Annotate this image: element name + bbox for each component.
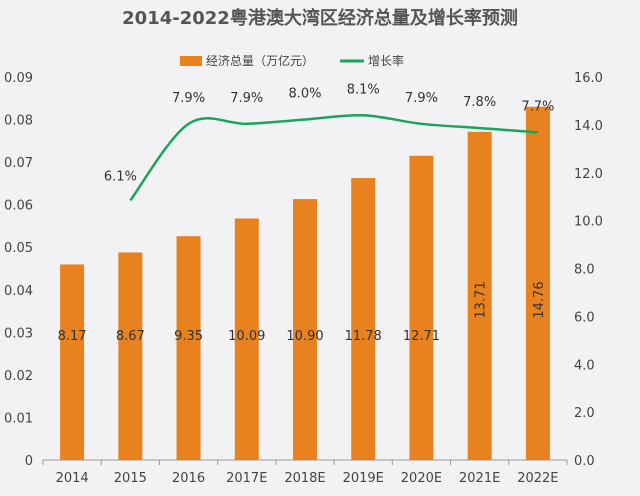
bar-label: 13.71 bbox=[474, 281, 489, 318]
line-label: 8.0% bbox=[288, 87, 321, 102]
right-tick-label: 6.0 bbox=[574, 310, 595, 325]
bar bbox=[293, 199, 317, 461]
bar-label: 8.67 bbox=[116, 329, 145, 344]
left-tick-label: 0.07 bbox=[4, 156, 33, 171]
line-label: 7.9% bbox=[172, 91, 205, 106]
left-tick-label: 0.02 bbox=[4, 369, 33, 384]
x-tick-label: 2016 bbox=[172, 471, 205, 486]
line-label: 7.8% bbox=[463, 95, 496, 110]
bar bbox=[60, 264, 85, 460]
legend-bar-label: 经济总量（万亿元） bbox=[206, 53, 314, 68]
bar bbox=[467, 131, 492, 460]
bar-label: 8.17 bbox=[58, 329, 87, 344]
left-tick-label: 0.08 bbox=[4, 114, 33, 129]
right-tick-label: 14.0 bbox=[574, 119, 603, 134]
bar bbox=[118, 252, 143, 460]
x-tick-label: 2019E bbox=[343, 471, 384, 486]
x-tick-label: 2015 bbox=[114, 471, 147, 486]
x-tick-label: 2018E bbox=[284, 471, 325, 486]
chart-title: 2014-2022粤港澳大湾区经济总量及增长率预测 bbox=[122, 7, 518, 29]
bar-label: 11.78 bbox=[345, 329, 382, 344]
bar-label: 14.76 bbox=[532, 281, 547, 318]
left-tick-label: 0.01 bbox=[4, 411, 33, 426]
bar-label: 12.71 bbox=[403, 329, 440, 344]
x-tick-label: 2022E bbox=[517, 471, 558, 486]
left-tick-label: 0.04 bbox=[4, 284, 33, 299]
left-tick-label: 0.03 bbox=[4, 326, 33, 341]
right-tick-label: 0.0 bbox=[574, 454, 595, 469]
line-label: 7.7% bbox=[521, 99, 554, 114]
growth-line bbox=[129, 113, 538, 202]
line-label: 6.1% bbox=[104, 169, 137, 184]
bar bbox=[409, 155, 434, 460]
right-tick-label: 10.0 bbox=[574, 215, 603, 230]
line-label: 7.9% bbox=[405, 91, 438, 106]
right-tick-label: 8.0 bbox=[574, 263, 595, 278]
bar bbox=[351, 178, 376, 461]
left-tick-label: 0 bbox=[25, 454, 33, 469]
left-tick-label: 0.05 bbox=[4, 241, 33, 256]
line-label: 8.1% bbox=[347, 82, 380, 97]
bar-label: 10.09 bbox=[228, 329, 265, 344]
bar-label: 9.35 bbox=[174, 329, 203, 344]
line-label: 7.9% bbox=[230, 91, 263, 106]
legend-bar-swatch bbox=[180, 56, 202, 66]
right-tick-label: 4.0 bbox=[574, 358, 595, 373]
x-tick-label: 2021E bbox=[459, 471, 500, 486]
bar bbox=[525, 106, 550, 461]
right-tick-label: 16.0 bbox=[574, 71, 603, 86]
left-tick-label: 0.09 bbox=[4, 71, 33, 86]
left-tick-label: 0.06 bbox=[4, 199, 33, 214]
x-tick-label: 2020E bbox=[401, 471, 442, 486]
x-tick-label: 2014 bbox=[56, 471, 89, 486]
bar bbox=[176, 236, 201, 460]
bar-label: 10.90 bbox=[286, 329, 323, 344]
legend-line-label: 增长率 bbox=[368, 53, 404, 68]
right-tick-label: 12.0 bbox=[574, 167, 603, 182]
bar bbox=[234, 218, 259, 460]
right-tick-label: 2.0 bbox=[574, 406, 595, 421]
x-tick-label: 2017E bbox=[226, 471, 267, 486]
legend: 经济总量（万亿元） 增长率 bbox=[180, 53, 404, 68]
